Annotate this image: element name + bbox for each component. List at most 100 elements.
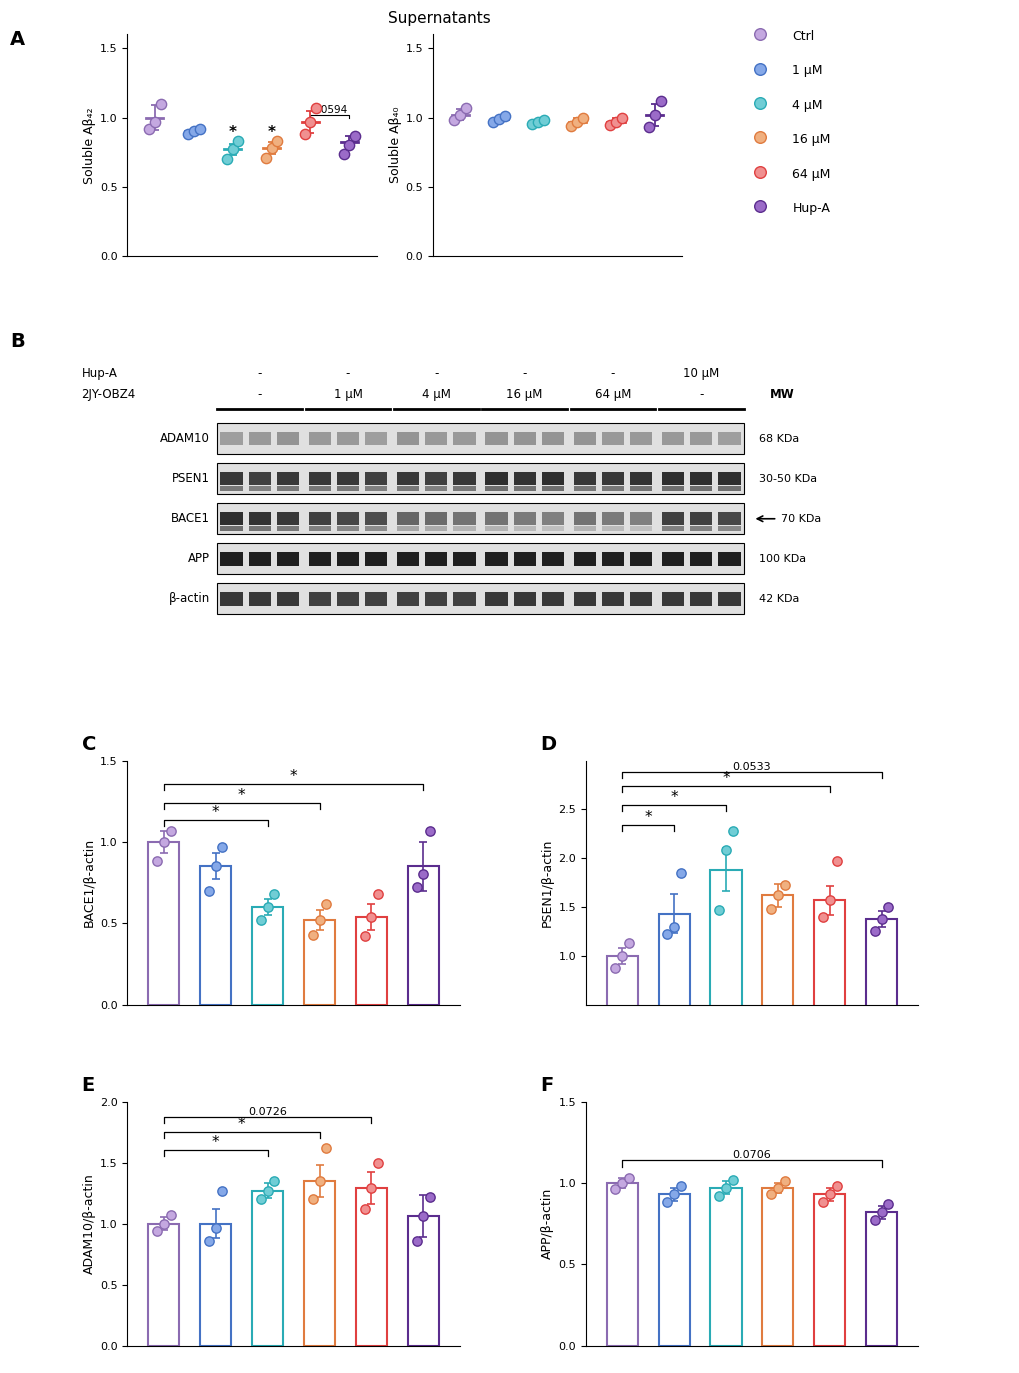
Point: [263, 137, 279, 159]
Bar: [485, 526, 507, 531]
Bar: [514, 486, 535, 492]
Point: [297, 124, 313, 146]
Point: [665, 1184, 682, 1205]
Text: ADAM10: ADAM10: [160, 432, 210, 445]
Bar: [336, 592, 359, 605]
Point: [530, 111, 546, 133]
Point: [821, 1184, 838, 1205]
Text: F: F: [539, 1075, 552, 1094]
Bar: [573, 512, 595, 526]
Bar: [252, 1190, 283, 1346]
Bar: [761, 1188, 793, 1346]
Point: [814, 906, 830, 928]
Point: [179, 124, 196, 146]
Bar: [396, 472, 419, 486]
Bar: [601, 552, 624, 566]
Bar: [485, 512, 507, 526]
Bar: [220, 512, 243, 526]
Text: β-actin: β-actin: [168, 592, 210, 605]
Point: [266, 1170, 282, 1192]
Bar: [709, 1188, 741, 1346]
Bar: [249, 526, 270, 531]
Point: [152, 92, 168, 114]
Bar: [396, 486, 419, 492]
Bar: [661, 526, 684, 531]
Bar: [541, 486, 564, 492]
Text: -: -: [434, 367, 438, 380]
Point: [562, 115, 579, 137]
Text: -: -: [522, 367, 527, 380]
Bar: [217, 423, 743, 454]
Bar: [365, 512, 387, 526]
Bar: [425, 472, 447, 486]
Point: [606, 957, 623, 979]
Point: [672, 1175, 688, 1197]
Text: 10 μM: 10 μM: [683, 367, 718, 380]
Point: [569, 111, 585, 133]
Text: *: *: [289, 769, 298, 784]
Point: [253, 909, 269, 931]
Point: [207, 1218, 223, 1240]
Point: [363, 1177, 379, 1199]
Point: [621, 1167, 637, 1189]
Point: [879, 897, 896, 919]
Point: [422, 1186, 438, 1208]
Bar: [217, 584, 743, 615]
Bar: [453, 526, 475, 531]
Text: A: A: [10, 30, 25, 49]
Bar: [249, 552, 270, 566]
Bar: [813, 1195, 845, 1346]
Bar: [309, 592, 330, 605]
Bar: [309, 486, 330, 492]
Point: [214, 836, 230, 858]
Point: [613, 107, 630, 129]
Text: D: D: [539, 735, 555, 754]
Bar: [485, 472, 507, 486]
Point: [710, 1185, 727, 1207]
Point: [318, 892, 334, 914]
Point: [214, 1179, 230, 1201]
Point: [357, 1197, 373, 1219]
Text: 2JY-OBZ4: 2JY-OBZ4: [82, 387, 136, 401]
Bar: [573, 486, 595, 492]
Bar: [658, 1195, 689, 1346]
Bar: [365, 472, 387, 486]
Point: [640, 117, 656, 139]
Point: [872, 908, 889, 930]
Bar: [365, 552, 387, 566]
Point: [607, 111, 624, 133]
Bar: [485, 486, 507, 492]
Point: [422, 820, 438, 842]
Bar: [425, 552, 447, 566]
Point: [305, 1188, 321, 1210]
Point: [156, 1212, 172, 1234]
Bar: [453, 432, 475, 445]
Point: [341, 135, 358, 157]
Text: *: *: [237, 788, 246, 803]
Bar: [865, 1212, 897, 1346]
Bar: [220, 486, 243, 492]
Bar: [630, 486, 651, 492]
Bar: [408, 1216, 438, 1346]
Text: 0.0726: 0.0726: [248, 1108, 286, 1118]
Text: Ctrl: Ctrl: [792, 30, 814, 43]
Bar: [541, 432, 564, 445]
Text: PSEN1: PSEN1: [172, 472, 210, 485]
Bar: [690, 432, 711, 445]
Point: [769, 884, 786, 906]
Text: -: -: [345, 367, 350, 380]
Y-axis label: ADAM10/β-actin: ADAM10/β-actin: [83, 1173, 96, 1274]
Point: [723, 1168, 740, 1190]
Point: [415, 864, 431, 886]
Bar: [220, 592, 243, 605]
Bar: [220, 526, 243, 531]
Text: *: *: [644, 810, 651, 825]
Point: [346, 125, 363, 147]
Bar: [309, 432, 330, 445]
Y-axis label: BACE1/β-actin: BACE1/β-actin: [83, 838, 96, 927]
Point: [446, 110, 463, 132]
Bar: [514, 526, 535, 531]
Point: [775, 1170, 792, 1192]
Bar: [690, 552, 711, 566]
Point: [613, 1173, 630, 1195]
